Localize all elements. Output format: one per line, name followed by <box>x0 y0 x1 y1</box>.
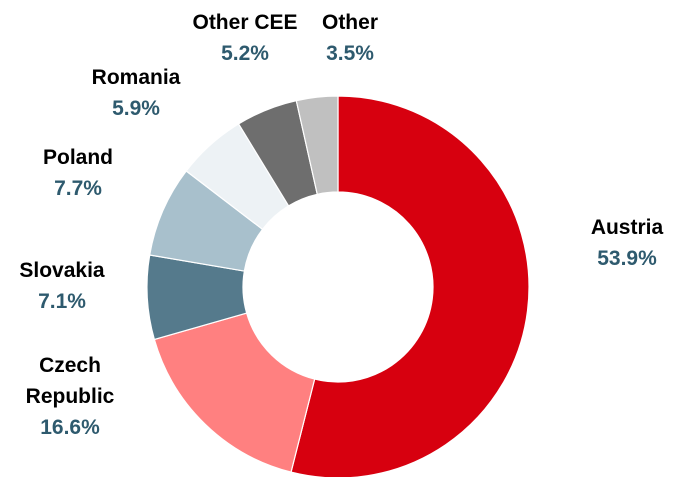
category-label: Romania <box>91 66 181 89</box>
donut-slice <box>153 312 316 473</box>
category-label: Other CEE <box>192 11 298 34</box>
value-label: 16.6% <box>40 416 100 439</box>
category-label: Other <box>321 11 378 34</box>
slice-label: Other 3.5% <box>310 7 390 69</box>
category-label: Poland <box>42 146 113 169</box>
value-label: 53.9% <box>597 247 657 270</box>
category-label: Austria <box>590 216 664 239</box>
slice-label: Romania 5.9% <box>76 62 196 124</box>
value-label: 3.5% <box>326 42 374 65</box>
donut-slice <box>290 95 530 477</box>
slice-label: Poland 7.7% <box>18 142 138 204</box>
value-label: 7.1% <box>38 290 86 313</box>
slice-label: Other CEE 5.2% <box>175 7 315 69</box>
slice-label: Slovakia 7.1% <box>2 255 122 317</box>
donut-slice <box>295 95 339 196</box>
category-label: Slovakia <box>19 259 105 282</box>
slice-label: Austria 53.9% <box>567 212 679 274</box>
value-label: 5.9% <box>112 97 160 120</box>
value-label: 5.2% <box>221 42 269 65</box>
value-label: 7.7% <box>54 177 102 200</box>
category-label: Czech Republic <box>25 354 115 408</box>
slice-label: Czech Republic 16.6% <box>10 350 130 443</box>
